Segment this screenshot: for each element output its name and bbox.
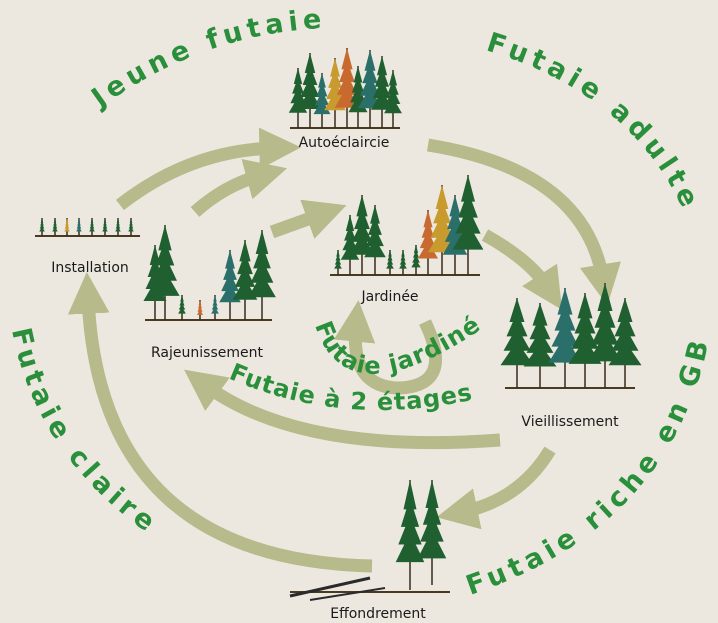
stage-label: Effondrement xyxy=(330,606,426,622)
stage-label: Rajeunissement xyxy=(151,345,263,361)
stage-label: Autoéclaircie xyxy=(299,135,390,151)
page: Autoéclaircie Installation Rajeunissemen… xyxy=(0,0,718,623)
forest-cycle-diagram: Autoéclaircie Installation Rajeunissemen… xyxy=(0,0,718,623)
stage-label: Jardinée xyxy=(360,289,418,305)
stage-label: Installation xyxy=(51,260,129,276)
stage-label: Vieillissement xyxy=(521,414,619,430)
